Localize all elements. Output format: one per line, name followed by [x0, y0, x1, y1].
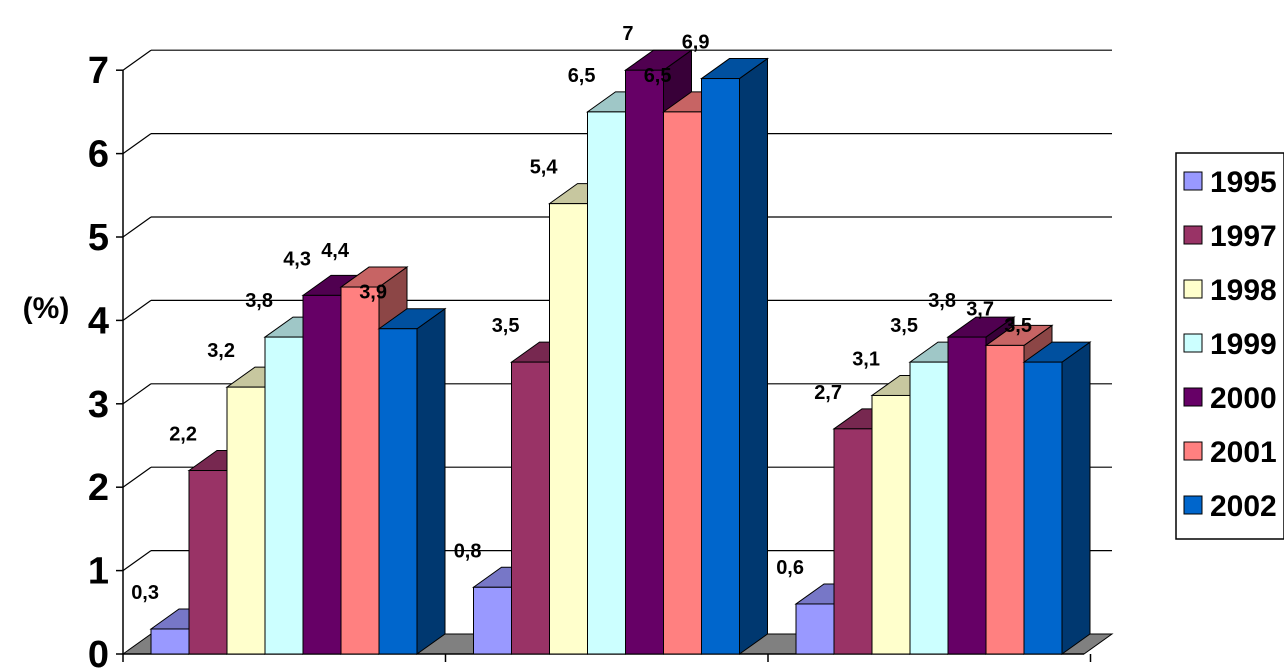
legend-label: 1999 [1210, 328, 1277, 361]
bar [377, 307, 447, 655]
bar-front [340, 286, 380, 655]
bar-front [150, 628, 190, 655]
legend-swatch [1183, 225, 1203, 245]
y-axis-label: (%) [23, 292, 70, 325]
chart-data-labels: 0,3 2,2 3,2 3,8 4,3 4,4 3,9 0,8 3,5 5,4 6,5 7 6,5 6,9… [131, 23, 1032, 604]
bar-front [473, 586, 512, 655]
bar-front [985, 344, 1025, 655]
bar-side [739, 57, 768, 655]
data-label: 4,3 [283, 248, 311, 270]
data-label: 3,8 [928, 290, 956, 312]
data-label: 3,5 [890, 315, 918, 337]
bar-side [1061, 341, 1091, 655]
bar-front [511, 361, 550, 655]
bar-front [587, 111, 626, 655]
bar [1022, 341, 1092, 655]
y-tick-label: 7 [88, 50, 109, 92]
gridline-side [122, 383, 152, 405]
legend-label: 2002 [1210, 490, 1277, 523]
bar-front [909, 361, 949, 655]
legend-label: 1997 [1210, 220, 1277, 253]
y-tick-label: 1 [88, 551, 109, 593]
data-label: 6,5 [568, 65, 596, 87]
bar-front [871, 394, 911, 655]
data-label: 2,7 [814, 382, 842, 404]
gridline-side [122, 299, 152, 321]
data-label: 0,3 [131, 582, 159, 604]
bar-front [625, 69, 664, 655]
data-label: 5,4 [530, 157, 559, 179]
bar-side [416, 307, 446, 655]
legend-label: 2001 [1210, 436, 1277, 469]
data-label: 0,8 [454, 540, 482, 562]
data-label: 6,9 [682, 32, 710, 54]
bar-front [833, 428, 873, 655]
gridline-side [122, 466, 152, 488]
legend-swatch [1183, 495, 1203, 515]
bar-front [302, 294, 342, 655]
y-tick-label: 4 [88, 300, 109, 342]
bar-front [378, 328, 418, 655]
data-label: 3,8 [245, 290, 273, 312]
bar-front [701, 78, 740, 655]
legend-swatch [1183, 387, 1203, 407]
bar-front [226, 386, 266, 655]
data-label: 3,2 [207, 340, 235, 362]
data-label: 2,2 [169, 424, 197, 446]
legend-label: 1995 [1210, 166, 1277, 199]
data-label: 6,5 [644, 65, 672, 87]
legend-swatch [1183, 441, 1203, 461]
data-label: 0,6 [776, 557, 804, 579]
bar-front [1023, 361, 1063, 655]
legend-label: 1998 [1210, 274, 1277, 307]
data-label: 3,5 [492, 315, 520, 337]
data-label: 7 [622, 23, 633, 45]
legend-swatch [1183, 171, 1203, 191]
data-label: 3,5 [1004, 315, 1032, 337]
bar-front [663, 111, 702, 655]
bar-front [549, 203, 588, 655]
bar-front [947, 336, 987, 655]
y-tick-label: 6 [88, 134, 109, 176]
data-label: 3,1 [852, 348, 880, 370]
gridline-side [122, 216, 152, 238]
y-tick-label: 5 [88, 217, 109, 259]
bar-front [264, 336, 304, 655]
data-label: 3,7 [966, 298, 994, 320]
data-label: 4,4 [321, 240, 350, 262]
bar [699, 57, 770, 655]
chart-bars [149, 49, 1092, 655]
legend: 1995 1997 1998 1999 2000 2001 2002 [1175, 152, 1284, 540]
gridline-side [122, 133, 152, 155]
data-label: 3,9 [359, 282, 387, 304]
bar-front [188, 470, 228, 655]
gridline-side [122, 49, 152, 71]
bar-front [795, 603, 835, 655]
gridline-side [122, 550, 152, 572]
legend-swatch [1183, 279, 1203, 299]
legend-swatch [1183, 333, 1203, 353]
y-tick-label: 2 [88, 467, 109, 509]
legend-label: 2000 [1210, 382, 1277, 415]
y-tick-label: 3 [88, 384, 109, 426]
y-tick-label: 0 [88, 634, 109, 668]
